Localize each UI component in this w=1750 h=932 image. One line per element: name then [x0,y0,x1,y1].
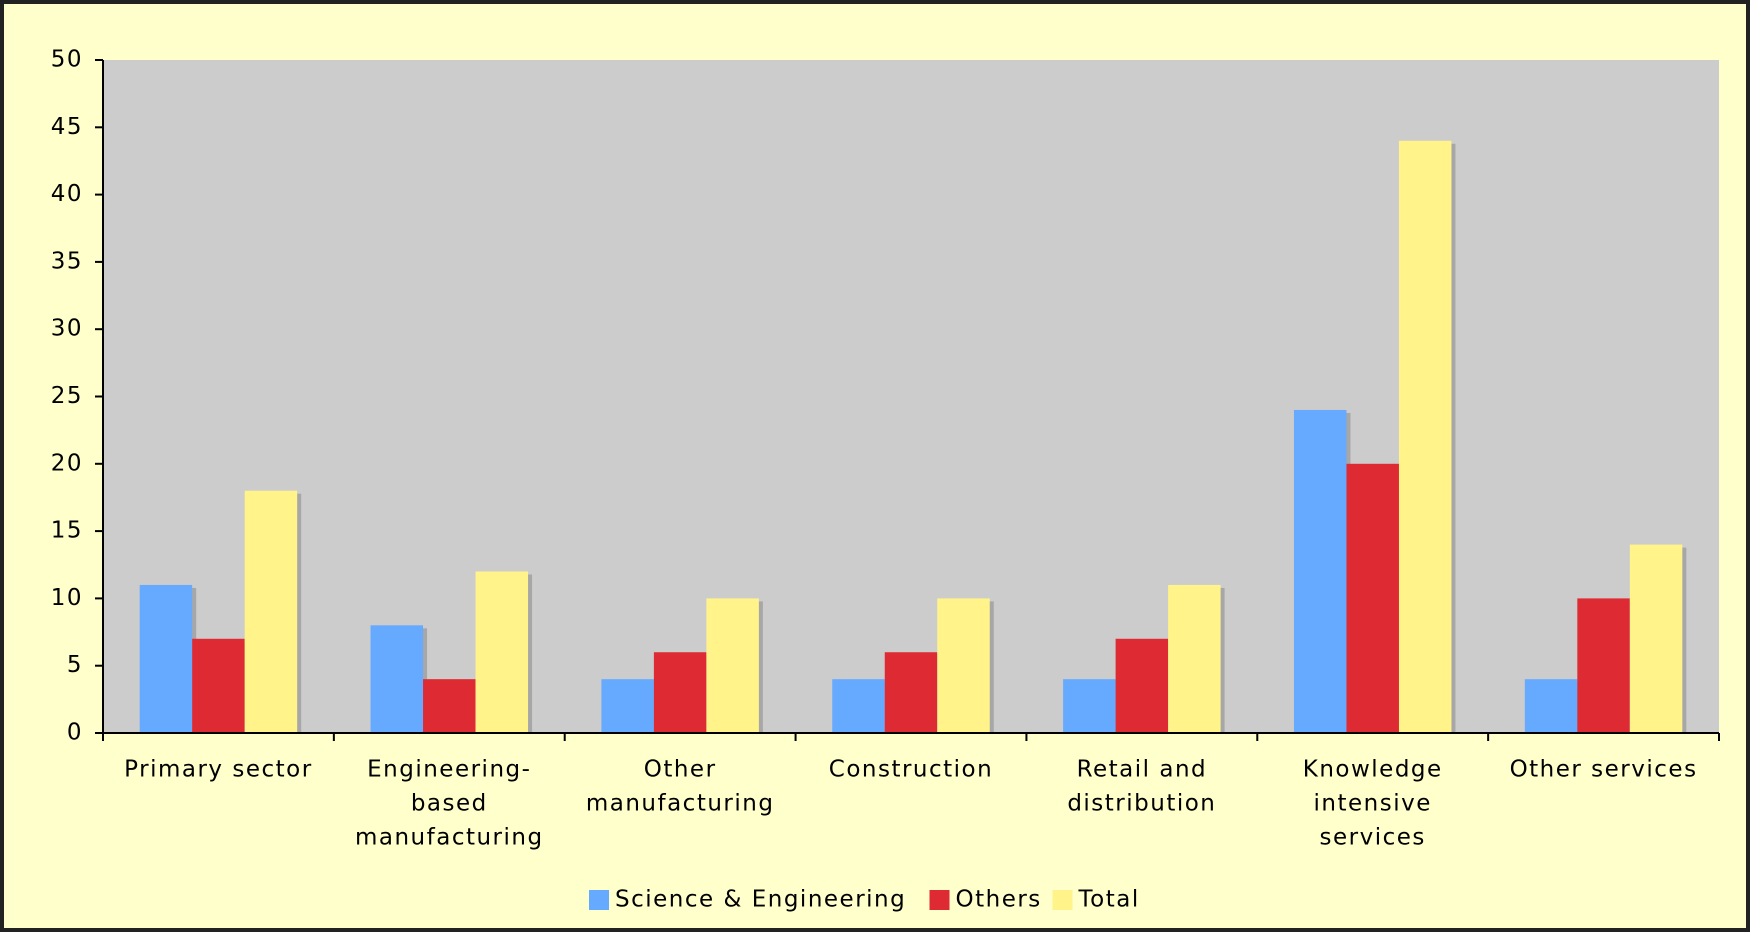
x-tick-label: manufacturing [355,825,544,851]
bar [706,598,759,733]
bar [1063,679,1116,733]
y-tick-label: 0 [67,720,83,746]
y-tick-label: 50 [51,47,83,73]
y-tick-label: 20 [51,450,83,476]
legend-label: Others [956,887,1042,913]
y-tick-label: 25 [51,383,83,409]
y-tick-label: 35 [51,248,83,274]
x-tick-label: intensive [1314,791,1432,817]
x-tick-label: Knowledge [1303,757,1443,783]
bar [832,679,885,733]
y-tick-label: 30 [51,316,83,342]
bar [884,652,938,733]
bar [370,625,424,733]
bar [192,638,245,733]
bar [601,679,654,733]
x-tick-label: Other services [1510,757,1698,783]
y-tick-label: 40 [51,181,83,207]
legend-swatch [929,890,950,910]
x-tick-label: manufacturing [586,791,775,817]
bar [1577,598,1630,733]
bar [1629,544,1683,733]
bar [1115,638,1169,733]
legend-label: Total [1078,887,1140,913]
plot-area [103,60,1719,733]
bar [937,598,990,733]
x-tick-label: Other [644,757,717,783]
legend-label: Science & Engineering [615,887,906,913]
y-tick-label: 15 [51,518,83,544]
x-tick-label: Primary sector [124,757,313,783]
x-tick-label: Retail and [1077,757,1208,783]
legend-swatch [589,890,609,910]
bar [244,490,298,733]
x-tick-label: Construction [829,757,993,783]
bar [1293,409,1347,733]
x-tick-label: services [1320,825,1426,851]
bar [475,571,529,733]
y-tick-label: 10 [51,585,83,611]
bar [423,679,476,733]
x-tick-label: Engineering- [367,757,531,783]
bar [1168,584,1221,733]
x-tick-label: based [411,791,488,817]
bar [139,584,193,733]
bar [1524,679,1578,733]
legend-swatch [1052,890,1073,910]
x-tick-label: distribution [1067,791,1216,817]
bar [1346,463,1399,733]
y-tick-label: 45 [51,114,83,140]
bar [653,652,707,733]
y-tick-label: 5 [67,652,83,678]
bar [1398,140,1452,733]
